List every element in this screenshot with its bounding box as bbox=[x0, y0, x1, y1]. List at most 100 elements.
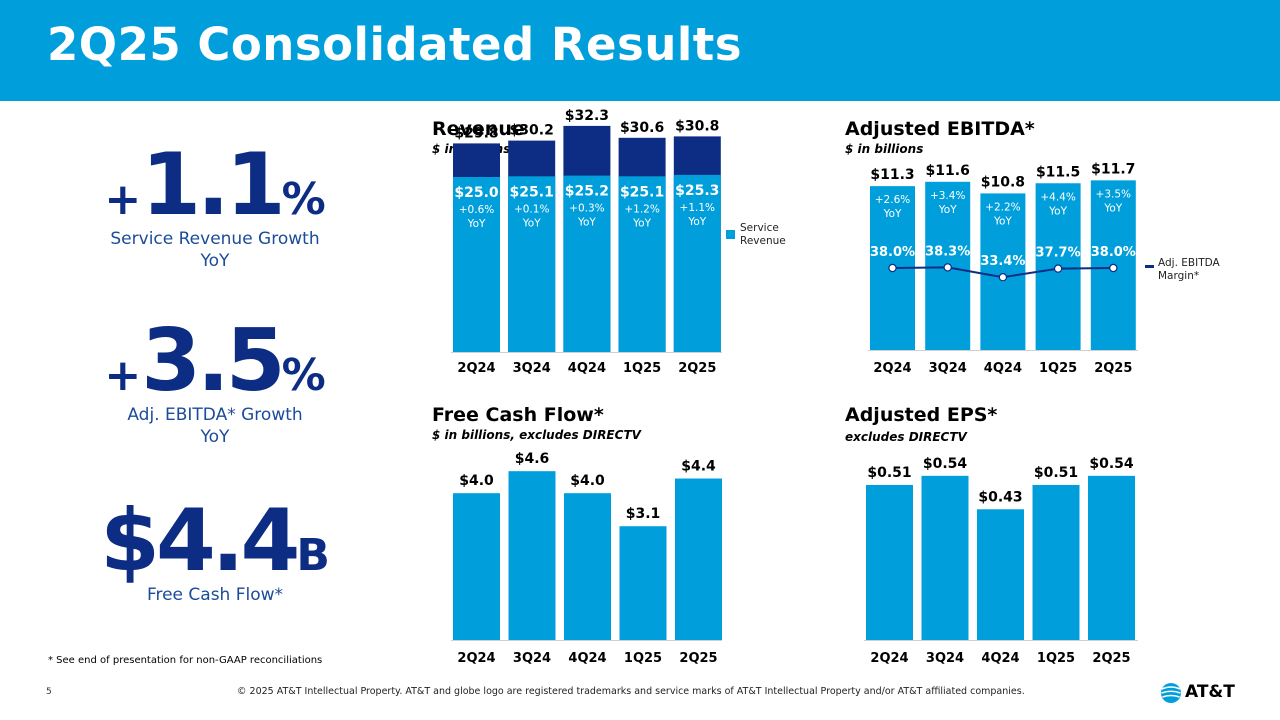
fcf-value-label: $4.4 bbox=[681, 459, 716, 475]
fcf-bar bbox=[675, 478, 722, 640]
kpi-number: $4.4 bbox=[100, 491, 300, 591]
revenue-service-bar bbox=[673, 174, 721, 352]
eps-value-label: $0.43 bbox=[978, 489, 1022, 505]
revenue-service-bar bbox=[563, 175, 611, 352]
legend-service-revenue-swatch bbox=[726, 230, 735, 239]
fcf-tick-label: 2Q24 bbox=[457, 651, 495, 666]
fcf-tick-label: 1Q25 bbox=[624, 651, 662, 666]
legend-service-revenue-label: Service Revenue bbox=[740, 222, 786, 247]
kpi-suffix: B bbox=[296, 530, 330, 581]
kpi-label: Service Revenue Growth bbox=[110, 229, 320, 249]
ebitda-bar bbox=[980, 193, 1026, 350]
revenue-growth-label: +1.1% bbox=[680, 202, 715, 214]
fcf-tick-label: 3Q24 bbox=[513, 651, 551, 666]
revenue-service-bar bbox=[453, 177, 500, 352]
ebitda-tick-label: 3Q24 bbox=[929, 361, 967, 376]
kpi-suffix: % bbox=[281, 174, 326, 225]
legend-ebitda-margin-label: Adj. EBITDA Margin* bbox=[1158, 257, 1220, 282]
eps-bar bbox=[921, 475, 969, 640]
ebitda-margin-point bbox=[998, 273, 1008, 282]
copyright-notice: © 2025 AT&T Intellectual Property. AT&T … bbox=[237, 686, 1025, 697]
kpi-prefix: + bbox=[104, 350, 142, 401]
eps-value-label: $0.54 bbox=[923, 456, 968, 472]
revenue-service-label: $25.3 bbox=[675, 183, 719, 199]
eps-tick-label: 2Q24 bbox=[870, 651, 908, 666]
ebitda-margin-point bbox=[888, 263, 897, 273]
kpi-ebitda-growth: +3.5% Adj. EBITDA* Growth YoY bbox=[60, 318, 370, 448]
kpi-suffix: % bbox=[281, 350, 326, 401]
eps-tick-label: 1Q25 bbox=[1037, 651, 1075, 666]
footnote: * See end of presentation for non-GAAP r… bbox=[48, 655, 323, 666]
ebitda-growth-label: +4.4% bbox=[1040, 191, 1075, 203]
kpi-label: Free Cash Flow* bbox=[146, 585, 284, 605]
revenue-growth-label: +0.3% bbox=[569, 203, 604, 215]
revenue-growth-label: +0.1% bbox=[514, 203, 549, 215]
revenue-yoy-label: YoY bbox=[687, 216, 706, 228]
revenue-service-label: $25.1 bbox=[620, 184, 664, 200]
revenue-tick-label: 1Q25 bbox=[623, 361, 661, 376]
ebitda-tick-label: 1Q25 bbox=[1039, 361, 1077, 376]
kpi-value: $4.4B bbox=[60, 498, 370, 584]
eps-value-label: $0.54 bbox=[1089, 456, 1134, 472]
ebitda-tick-label: 4Q24 bbox=[984, 361, 1022, 376]
revenue-yoy-label: YoY bbox=[577, 217, 596, 229]
kpi-label-yoy: YoY bbox=[200, 251, 230, 271]
ebitda-growth-label: +2.6% bbox=[875, 194, 910, 206]
fcf-value-label: $3.1 bbox=[626, 506, 661, 522]
fcf-tick-label: 2Q25 bbox=[679, 651, 717, 666]
revenue-tick-label: 2Q25 bbox=[678, 361, 716, 376]
kpi-label-yoy: YoY bbox=[200, 427, 230, 447]
fcf-bar bbox=[453, 493, 500, 640]
kpi-label: Adj. EBITDA* Growth bbox=[127, 405, 303, 425]
revenue-total-label: $29.8 bbox=[454, 125, 498, 141]
revenue-total-label: $30.2 bbox=[510, 123, 554, 139]
kpi-service-revenue-growth: +1.1% Service Revenue Growth YoY bbox=[60, 142, 370, 272]
ebitda-margin-label: 38.0% bbox=[870, 245, 915, 260]
eps-tick-label: 4Q24 bbox=[981, 651, 1019, 666]
eps-bar bbox=[1088, 475, 1135, 640]
kpi-number: 3.5 bbox=[141, 311, 285, 411]
ebitda-chart-title: Adjusted EBITDA* bbox=[845, 118, 1035, 140]
eps-value-label: $0.51 bbox=[1034, 465, 1078, 481]
ebitda-margin-point bbox=[943, 263, 952, 272]
fcf-value-label: $4.0 bbox=[570, 473, 605, 489]
page-number: 5 bbox=[46, 687, 52, 697]
ebitda-value-label: $11.6 bbox=[926, 163, 970, 179]
kpi-prefix: + bbox=[104, 174, 142, 225]
eps-bar bbox=[1032, 484, 1080, 640]
ebitda-margin-point bbox=[1053, 264, 1063, 273]
revenue-service-bar bbox=[508, 176, 556, 352]
revenue-tick-label: 2Q24 bbox=[457, 361, 495, 376]
fcf-bar bbox=[508, 471, 556, 640]
fcf-bar bbox=[564, 493, 611, 640]
revenue-service-label: $25.1 bbox=[510, 184, 554, 200]
ebitda-yoy-label: YoY bbox=[883, 208, 902, 220]
fcf-value-label: $4.0 bbox=[459, 473, 494, 489]
ebitda-margin-label: 33.4% bbox=[980, 254, 1025, 269]
ebitda-value-label: $11.5 bbox=[1036, 164, 1080, 180]
revenue-tick-label: 3Q24 bbox=[513, 361, 551, 376]
ebitda-margin-point bbox=[1109, 263, 1118, 273]
ebitda-margin-label: 38.3% bbox=[925, 244, 970, 259]
revenue-growth-label: +0.6% bbox=[459, 204, 494, 216]
revenue-growth-label: +1.2% bbox=[624, 203, 659, 215]
ebitda-yoy-label: YoY bbox=[938, 204, 957, 216]
page-title: 2Q25 Consolidated Results bbox=[47, 18, 743, 71]
revenue-service-bar bbox=[618, 176, 666, 352]
ebitda-value-label: $11.3 bbox=[870, 167, 914, 183]
kpi-value: +1.1% bbox=[60, 142, 370, 228]
ebitda-margin-label: 37.7% bbox=[1036, 246, 1081, 261]
revenue-yoy-label: YoY bbox=[632, 217, 651, 229]
eps-chart-title: Adjusted EPS* bbox=[845, 404, 998, 426]
revenue-total-label: $30.6 bbox=[620, 120, 664, 136]
title-bar bbox=[0, 0, 1280, 101]
revenue-yoy-label: YoY bbox=[522, 217, 541, 229]
fcf-tick-label: 4Q24 bbox=[568, 651, 606, 666]
ebitda-yoy-label: YoY bbox=[1048, 205, 1067, 217]
kpi-value: +3.5% bbox=[60, 318, 370, 404]
att-globe-logo-icon bbox=[1161, 683, 1181, 703]
revenue-service-label: $25.2 bbox=[565, 184, 609, 200]
eps-chart-subtitle: excludes DIRECTV bbox=[845, 430, 967, 444]
revenue-tick-label: 4Q24 bbox=[568, 361, 606, 376]
